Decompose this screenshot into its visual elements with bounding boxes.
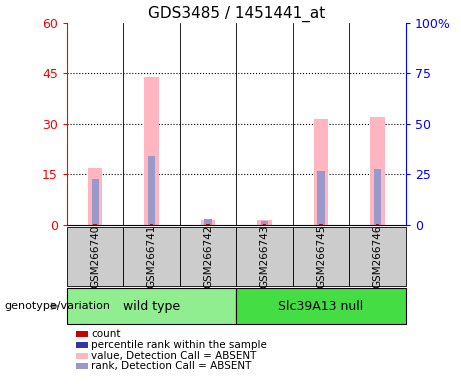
Bar [261, 221, 268, 225]
Bar [148, 156, 155, 225]
Text: GSM266746: GSM266746 [372, 225, 383, 288]
Title: GDS3485 / 1451441_at: GDS3485 / 1451441_at [148, 5, 325, 22]
Bar [88, 167, 102, 225]
Bar [376, 223, 379, 225]
Bar [263, 223, 266, 225]
Text: GSM266743: GSM266743 [260, 225, 270, 288]
Text: count: count [91, 329, 121, 339]
Text: wild type: wild type [123, 300, 180, 313]
Bar [150, 223, 154, 225]
Bar [205, 218, 212, 225]
Bar [314, 119, 328, 225]
Text: GSM266741: GSM266741 [147, 225, 157, 288]
Text: percentile rank within the sample: percentile rank within the sample [91, 340, 267, 350]
Bar [92, 179, 99, 225]
Text: genotype/variation: genotype/variation [5, 301, 111, 311]
Bar [257, 220, 272, 225]
Bar [123, 227, 180, 286]
Bar [349, 227, 406, 286]
Text: rank, Detection Call = ABSENT: rank, Detection Call = ABSENT [91, 361, 252, 371]
Bar [180, 227, 236, 286]
Bar [236, 288, 406, 324]
Bar [67, 288, 236, 324]
Text: GSM266745: GSM266745 [316, 225, 326, 288]
Text: value, Detection Call = ABSENT: value, Detection Call = ABSENT [91, 351, 257, 361]
Bar [236, 227, 293, 286]
Bar [206, 223, 210, 225]
Bar [201, 220, 215, 225]
Bar [318, 171, 325, 225]
Bar [93, 223, 97, 225]
Bar [293, 227, 349, 286]
Bar [144, 77, 159, 225]
Text: GSM266740: GSM266740 [90, 225, 100, 288]
Text: GSM266742: GSM266742 [203, 225, 213, 288]
Bar [67, 227, 123, 286]
Bar [370, 117, 384, 225]
Bar [374, 169, 381, 225]
Bar [319, 223, 323, 225]
Text: Slc39A13 null: Slc39A13 null [278, 300, 364, 313]
